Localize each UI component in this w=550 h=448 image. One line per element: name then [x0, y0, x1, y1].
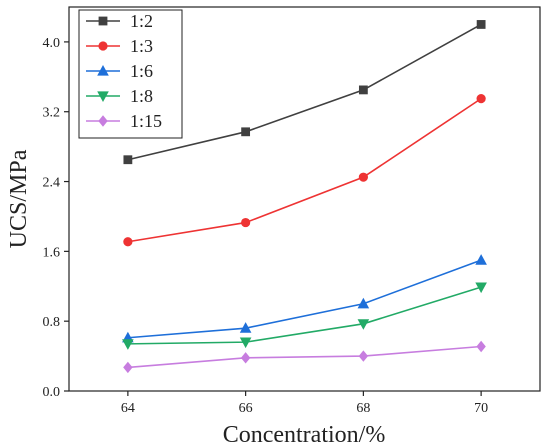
- x-tick-label: 64: [121, 401, 135, 416]
- legend-box: [78, 9, 183, 139]
- legend-label: 1:15: [130, 111, 162, 131]
- legend-marker: [98, 41, 108, 51]
- x-axis-title: Concentration/%: [223, 422, 386, 448]
- data-point: [476, 94, 486, 104]
- series-line: [127, 23, 482, 161]
- legend-label: 1:8: [130, 86, 153, 106]
- legend-marker: [98, 16, 108, 26]
- y-tick-label: 0.0: [43, 385, 61, 400]
- x-tick-label: 66: [239, 401, 253, 416]
- axis-ticks: 64 66 68 70 0.0 0.8 1.6 2.4 3.2 4.0: [43, 36, 489, 416]
- series-3: [122, 254, 487, 343]
- series-1: [123, 20, 486, 165]
- series-line: [127, 345, 482, 369]
- legend-entry: 1:15: [86, 111, 162, 131]
- data-point: [122, 339, 134, 350]
- legend-entry: 1:6: [86, 61, 153, 81]
- series-line: [127, 286, 482, 345]
- legend-label: 1:3: [130, 36, 153, 56]
- data-point: [358, 172, 368, 182]
- legend-entry: 1:3: [86, 36, 153, 56]
- data-point: [475, 254, 487, 265]
- y-axis-title: UCS/MPa: [6, 149, 32, 248]
- legend-entry: 1:2: [86, 11, 153, 31]
- data-point: [123, 361, 133, 374]
- data-point: [476, 340, 486, 353]
- data-point: [475, 282, 487, 294]
- data-point: [241, 217, 251, 228]
- y-tick-label: 4.0: [43, 36, 61, 51]
- y-tick-label: 2.4: [43, 176, 61, 191]
- data-point: [241, 127, 251, 137]
- legend-marker: [98, 115, 108, 127]
- legend-label: 1:2: [130, 11, 153, 31]
- legend: 1:2 1:3 1:6 1:8 1:15: [78, 9, 183, 139]
- data-point: [357, 297, 370, 309]
- series-layer: [122, 20, 487, 374]
- data-point: [357, 319, 370, 330]
- legend-entry: 1:8: [86, 86, 153, 106]
- series-line: [127, 97, 482, 243]
- series-5: [123, 340, 486, 374]
- data-point: [476, 20, 486, 29]
- legend-marker: [97, 65, 109, 76]
- y-tick-label: 1.6: [43, 245, 61, 260]
- series-4: [122, 282, 487, 350]
- data-point: [123, 155, 133, 165]
- data-point: [239, 322, 252, 333]
- y-tick-label: 0.8: [43, 315, 61, 330]
- data-point: [358, 85, 368, 95]
- legend-marker: [97, 91, 109, 102]
- data-point: [123, 237, 133, 247]
- y-tick-label: 3.2: [43, 106, 61, 121]
- x-tick-label: 68: [356, 401, 370, 416]
- data-point: [239, 337, 252, 349]
- plot-frame: [68, 6, 541, 392]
- data-point: [240, 352, 251, 364]
- x-tick-label: 70: [474, 401, 488, 416]
- legend-label: 1:6: [130, 61, 153, 81]
- data-point: [358, 350, 369, 362]
- series-line: [127, 259, 482, 339]
- series-2: [123, 94, 486, 247]
